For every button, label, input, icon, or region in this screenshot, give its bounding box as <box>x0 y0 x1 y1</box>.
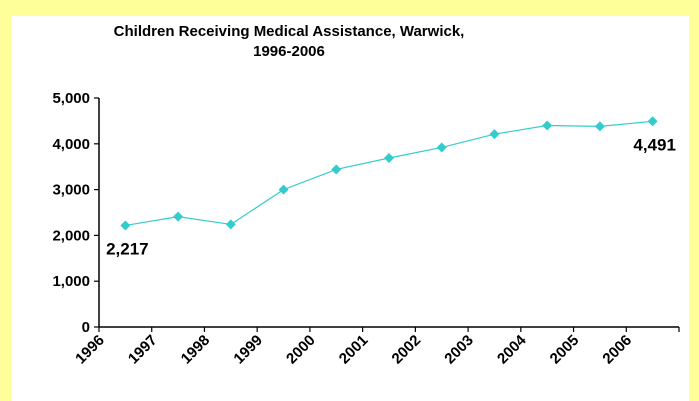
x-tick-label: 1999 <box>230 332 266 368</box>
x-tick-label: 2003 <box>441 332 477 368</box>
y-tick-label: 3,000 <box>52 182 90 199</box>
data-point-marker <box>542 120 553 131</box>
x-tick-label: 2004 <box>494 331 530 367</box>
data-point-marker <box>278 184 289 195</box>
data-label: 4,491 <box>633 135 676 154</box>
x-tick-label: 1997 <box>125 332 161 368</box>
data-point-marker <box>173 211 184 222</box>
y-tick-label: 2,000 <box>52 227 90 244</box>
y-tick-label: 5,000 <box>52 90 90 107</box>
series-line <box>125 120 653 227</box>
data-point-marker <box>436 142 447 153</box>
x-tick-label: 2002 <box>389 332 425 368</box>
chart-title-line-1: Children Receiving Medical Assistance, W… <box>114 23 465 40</box>
x-tick-label: 2005 <box>547 332 583 368</box>
data-point-marker <box>225 219 236 230</box>
y-tick-label: 1,000 <box>52 273 90 290</box>
y-tick-label: 0 <box>82 319 90 336</box>
line-chart: Children Receiving Medical Assistance, W… <box>52 23 680 368</box>
x-tick-label: 2006 <box>599 332 635 368</box>
data-point-marker <box>384 152 394 163</box>
x-tick-label: 2001 <box>336 332 372 368</box>
data-point-marker <box>331 164 342 175</box>
data-point-marker <box>120 220 131 231</box>
chart-panel: Children Receiving Medical Assistance, W… <box>11 16 689 401</box>
data-label: 2,217 <box>106 239 149 258</box>
chart-title-line-2: 1996-2006 <box>253 43 325 60</box>
data-point-marker <box>647 116 658 127</box>
x-tick-label: 2000 <box>283 332 319 368</box>
data-point-marker <box>489 129 500 140</box>
y-tick-label: 4,000 <box>52 136 90 153</box>
x-tick-label: 1998 <box>178 332 214 368</box>
data-point-marker <box>594 121 605 132</box>
x-tick-label: 1996 <box>72 332 108 368</box>
